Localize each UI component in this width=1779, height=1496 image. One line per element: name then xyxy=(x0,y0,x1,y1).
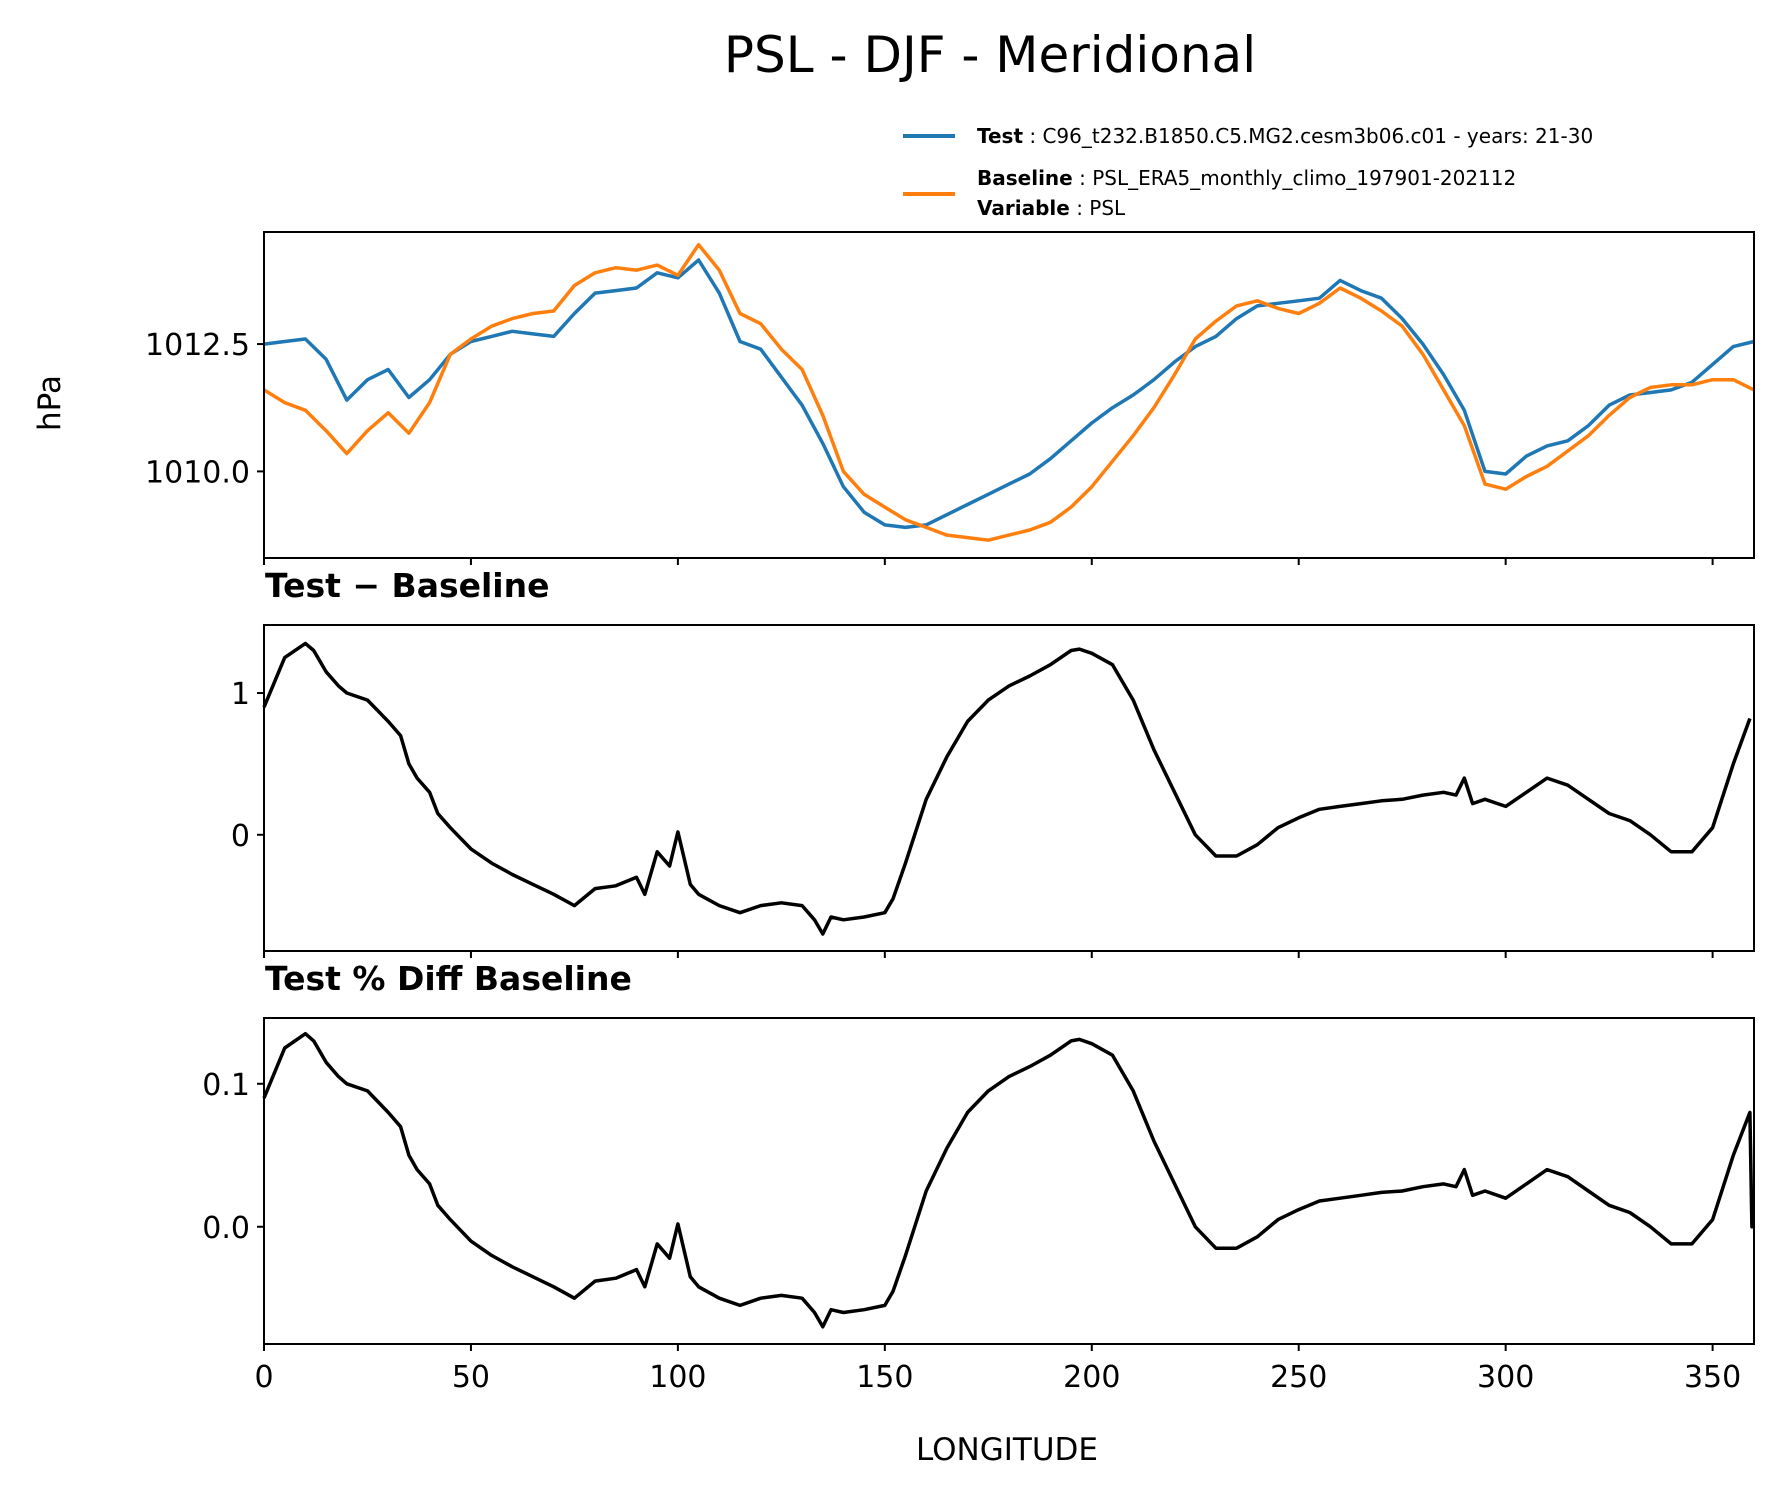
panel-bottom-xticks: 0 50 100 150 200 250 300 350 xyxy=(254,1344,1741,1395)
y-tick-label: 1012.5 xyxy=(145,328,250,363)
panel-top-lines xyxy=(263,242,1755,542)
panel-top-series-test xyxy=(263,258,1755,530)
y-tick-label: 0.1 xyxy=(202,1068,250,1103)
panel-middle-frame xyxy=(263,624,1755,952)
panel-middle: Test − Baseline 01 xyxy=(231,566,1755,958)
panel-middle-title: Test − Baseline xyxy=(265,566,550,605)
panel-bottom-series-line0 xyxy=(262,1031,1754,1329)
panel-middle-xticks xyxy=(263,951,1714,958)
x-axis-label: LONGITUDE xyxy=(916,1432,1098,1468)
panel-middle-series-line0 xyxy=(262,641,1752,936)
legend: Test : C96_t232.B1850.C5.MG2.cesm3b06.c0… xyxy=(903,124,1593,220)
y-tick-label: 1010.0 xyxy=(145,455,250,490)
panel-bottom-lines xyxy=(262,1031,1754,1329)
x-tick-label: 50 xyxy=(452,1360,490,1395)
panel-bottom-title: Test % Diff Baseline xyxy=(265,959,632,998)
panel-bottom-frame xyxy=(263,1017,1755,1345)
panel-top-yticks: 1010.0 1012.5 xyxy=(145,328,264,490)
legend-value-test: C96_t232.B1850.C5.MG2.cesm3b06.c01 - yea… xyxy=(1042,124,1593,148)
x-tick-label: 300 xyxy=(1477,1360,1534,1395)
panel-middle-yticks: 01 xyxy=(231,677,264,854)
panel-top-series-baseline xyxy=(263,242,1755,542)
panel-top-xticks xyxy=(263,558,1714,565)
legend-entry-variable: Variable : PSL xyxy=(977,196,1126,220)
panel-top-frame xyxy=(263,231,1755,559)
x-tick-label: 250 xyxy=(1270,1360,1327,1395)
legend-key-variable: Variable xyxy=(977,196,1070,220)
x-tick-label: 350 xyxy=(1684,1360,1741,1395)
panel-bottom-yticks: 0.0 0.1 xyxy=(202,1068,264,1246)
legend-entry-test: Test : C96_t232.B1850.C5.MG2.cesm3b06.c0… xyxy=(977,124,1593,148)
panel-top: 1010.0 1012.5 hPa xyxy=(32,231,1755,565)
legend-key-baseline: Baseline xyxy=(977,166,1073,190)
x-tick-label: 100 xyxy=(649,1360,706,1395)
y-axis-label: hPa xyxy=(32,375,68,431)
x-tick-label: 0 xyxy=(254,1360,273,1395)
figure-title: PSL - DJF - Meridional xyxy=(724,26,1256,84)
y-tick-label: 0.0 xyxy=(202,1211,250,1246)
x-tick-label: 150 xyxy=(856,1360,913,1395)
legend-entry-baseline: Baseline : PSL_ERA5_monthly_climo_197901… xyxy=(977,166,1516,190)
y-tick-label: 0 xyxy=(231,819,250,854)
legend-value-baseline: PSL_ERA5_monthly_climo_197901-202112 xyxy=(1092,166,1516,190)
y-tick-label: 1 xyxy=(231,677,250,712)
legend-key-test: Test xyxy=(977,124,1023,148)
panel-middle-lines xyxy=(262,641,1752,936)
x-tick-label: 200 xyxy=(1063,1360,1120,1395)
legend-value-variable: PSL xyxy=(1089,196,1126,220)
panel-bottom: Test % Diff Baseline 0 50 100 150 200 250 300 3… xyxy=(202,959,1755,1468)
